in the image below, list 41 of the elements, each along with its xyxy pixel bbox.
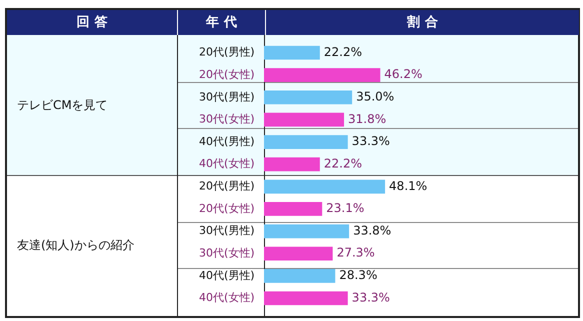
y-tick-label: 30代(男性) — [199, 224, 255, 238]
bar — [264, 202, 322, 216]
y-tick-label: 40代(男性) — [199, 268, 255, 282]
text: 友達(知人)からの紹介 — [17, 237, 134, 254]
data-label: 48.1% — [389, 178, 428, 193]
bar — [264, 135, 348, 149]
bar — [264, 180, 386, 194]
data-label: 27.3% — [336, 246, 375, 260]
bar — [264, 157, 320, 172]
y-tick-label: 20代(男性) — [199, 46, 255, 59]
data-label: 28.3% — [339, 268, 378, 282]
data-label: 33.3% — [352, 134, 390, 148]
data-label: 22.2% — [324, 44, 362, 59]
bar — [264, 68, 380, 82]
y-tick-label: 30代(女性) — [199, 112, 255, 126]
data-label: 35.0% — [356, 90, 394, 104]
text: テレビCMを見て — [17, 97, 108, 114]
y-tick-label: 30代(女性) — [199, 246, 255, 260]
data-label: 33.8% — [353, 223, 392, 238]
y-tick-label: 20代(男性) — [199, 180, 255, 193]
y-tick-label: 40代(女性) — [199, 291, 255, 304]
y-tick-label: 40代(女性) — [199, 157, 255, 170]
data-label: 22.2% — [324, 156, 362, 170]
text: 回 答 — [7, 10, 177, 35]
data-label: 23.1% — [326, 201, 364, 216]
y-tick-label: 40代(男性) — [199, 134, 255, 148]
bar — [264, 224, 350, 238]
bar — [264, 291, 348, 306]
bar — [264, 269, 336, 283]
data-label: 46.2% — [384, 67, 422, 82]
data-label: 33.3% — [352, 290, 390, 304]
y-tick-label: 30代(男性) — [199, 90, 255, 104]
data-label: 31.8% — [348, 112, 386, 126]
bar — [264, 46, 320, 60]
text: 割 合 — [265, 10, 579, 35]
bar — [264, 246, 333, 261]
bar — [264, 112, 344, 127]
bar — [264, 90, 352, 104]
y-tick-label: 20代(女性) — [199, 68, 255, 81]
y-tick-label: 20代(女性) — [199, 202, 255, 215]
text: 年 代 — [177, 10, 265, 35]
